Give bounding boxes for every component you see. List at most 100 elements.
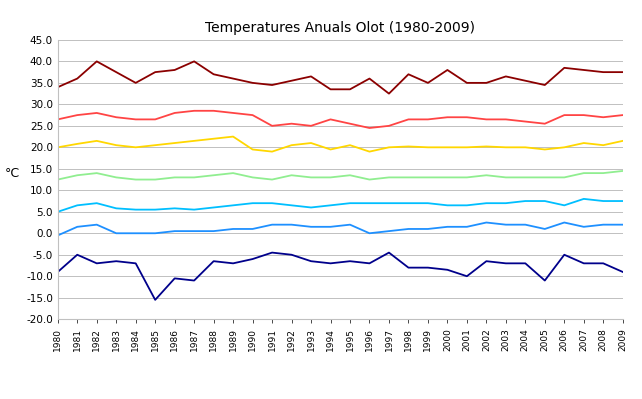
Min.Abs.Mitj. bbox=[229, 227, 237, 231]
Max.Abs. bbox=[73, 76, 81, 81]
Min.Abs. bbox=[132, 261, 139, 266]
Min.Abs.Mitj. bbox=[580, 224, 587, 229]
Max.Abs.Mitj. bbox=[580, 113, 587, 117]
Max.Abs.Mitj. bbox=[307, 123, 315, 128]
Max.Abs.Mitj. bbox=[404, 117, 412, 122]
Max.Abs.Mitj. bbox=[385, 123, 393, 128]
Max.Abs. bbox=[463, 81, 471, 85]
Max.Abs. bbox=[210, 72, 218, 77]
Max.Abs.Mitj. bbox=[483, 117, 490, 122]
Max.Mitj. bbox=[444, 145, 451, 150]
Max.Abs.Mitj. bbox=[268, 123, 276, 128]
Min.Mitj. bbox=[346, 201, 354, 205]
Min.Abs. bbox=[54, 270, 62, 275]
Max.Abs.Mitj. bbox=[132, 117, 139, 122]
Min.Abs. bbox=[560, 252, 568, 257]
Max.Abs.Mitj. bbox=[210, 109, 218, 113]
Min.Abs. bbox=[502, 261, 510, 266]
Max.Mitj. bbox=[483, 144, 490, 149]
Max.Abs. bbox=[483, 81, 490, 85]
Line: Max.Abs.Mitj.: Max.Abs.Mitj. bbox=[58, 111, 623, 128]
Mitjana bbox=[307, 175, 315, 180]
Min.Abs.Mitj. bbox=[502, 222, 510, 227]
Min.Abs.Mitj. bbox=[132, 231, 139, 236]
Max.Mitj. bbox=[580, 140, 587, 145]
Mitjana bbox=[93, 171, 101, 176]
Min.Mitj. bbox=[404, 201, 412, 205]
Min.Abs. bbox=[229, 261, 237, 266]
Mitjana bbox=[346, 173, 354, 178]
Max.Abs. bbox=[327, 87, 334, 92]
Line: Max.Abs.: Max.Abs. bbox=[58, 61, 623, 94]
Min.Mitj. bbox=[600, 199, 607, 203]
Max.Mitj. bbox=[366, 149, 374, 154]
Max.Abs.Mitj. bbox=[502, 117, 510, 122]
Min.Abs.Mitj. bbox=[210, 229, 218, 233]
Max.Abs. bbox=[366, 76, 374, 81]
Min.Mitj. bbox=[171, 206, 178, 211]
Max.Abs. bbox=[385, 91, 393, 96]
Max.Mitj. bbox=[248, 147, 256, 152]
Min.Abs. bbox=[73, 252, 81, 257]
Max.Abs. bbox=[152, 70, 159, 75]
Min.Abs. bbox=[307, 259, 315, 264]
Max.Mitj. bbox=[600, 143, 607, 148]
Max.Abs.Mitj. bbox=[619, 113, 627, 117]
Min.Abs.Mitj. bbox=[171, 229, 178, 233]
Min.Abs.Mitj. bbox=[327, 224, 334, 229]
Min.Mitj. bbox=[210, 205, 218, 210]
Min.Abs. bbox=[385, 250, 393, 255]
Mitjana bbox=[171, 175, 178, 180]
Min.Mitj. bbox=[463, 203, 471, 208]
Max.Abs. bbox=[521, 78, 529, 83]
Mitjana bbox=[73, 173, 81, 178]
Min.Mitj. bbox=[229, 203, 237, 208]
Min.Abs. bbox=[327, 261, 334, 266]
Max.Abs. bbox=[580, 67, 587, 72]
Line: Max.Mitj.: Max.Mitj. bbox=[58, 136, 623, 152]
Mitjana bbox=[54, 177, 62, 182]
Max.Abs. bbox=[54, 85, 62, 89]
Mitjana bbox=[463, 175, 471, 180]
Mitjana bbox=[541, 175, 549, 180]
Max.Abs.Mitj. bbox=[288, 121, 295, 126]
Min.Abs. bbox=[248, 257, 256, 261]
Max.Abs.Mitj. bbox=[54, 117, 62, 122]
Min.Abs. bbox=[190, 278, 198, 283]
Mitjana bbox=[132, 177, 139, 182]
Min.Abs. bbox=[404, 265, 412, 270]
Min.Abs.Mitj. bbox=[619, 222, 627, 227]
Min.Abs. bbox=[93, 261, 101, 266]
Mitjana bbox=[366, 177, 374, 182]
Min.Abs.Mitj. bbox=[248, 227, 256, 231]
Min.Abs. bbox=[346, 259, 354, 264]
Min.Abs.Mitj. bbox=[483, 220, 490, 225]
Max.Abs. bbox=[93, 59, 101, 64]
Min.Abs.Mitj. bbox=[346, 222, 354, 227]
Min.Mitj. bbox=[288, 203, 295, 208]
Max.Abs. bbox=[288, 78, 295, 83]
Mitjana bbox=[521, 175, 529, 180]
Max.Abs. bbox=[132, 81, 139, 85]
Min.Mitj. bbox=[152, 207, 159, 212]
Min.Mitj. bbox=[54, 209, 62, 214]
Min.Mitj. bbox=[483, 201, 490, 205]
Max.Abs.Mitj. bbox=[424, 117, 432, 122]
Max.Abs.Mitj. bbox=[152, 117, 159, 122]
Min.Mitj. bbox=[73, 203, 81, 208]
Min.Mitj. bbox=[307, 205, 315, 210]
Min.Abs. bbox=[268, 250, 276, 255]
Title: Temperatures Anuals Olot (1980-2009): Temperatures Anuals Olot (1980-2009) bbox=[205, 21, 475, 35]
Min.Mitj. bbox=[385, 201, 393, 205]
Mitjana bbox=[288, 173, 295, 178]
Max.Mitj. bbox=[424, 145, 432, 150]
Min.Abs.Mitj. bbox=[288, 222, 295, 227]
Max.Mitj. bbox=[268, 149, 276, 154]
Min.Abs. bbox=[483, 259, 490, 264]
Max.Abs.Mitj. bbox=[463, 115, 471, 120]
Min.Abs. bbox=[463, 274, 471, 279]
Min.Abs. bbox=[619, 270, 627, 275]
Min.Mitj. bbox=[327, 203, 334, 208]
Min.Abs. bbox=[366, 261, 374, 266]
Mitjana bbox=[229, 171, 237, 176]
